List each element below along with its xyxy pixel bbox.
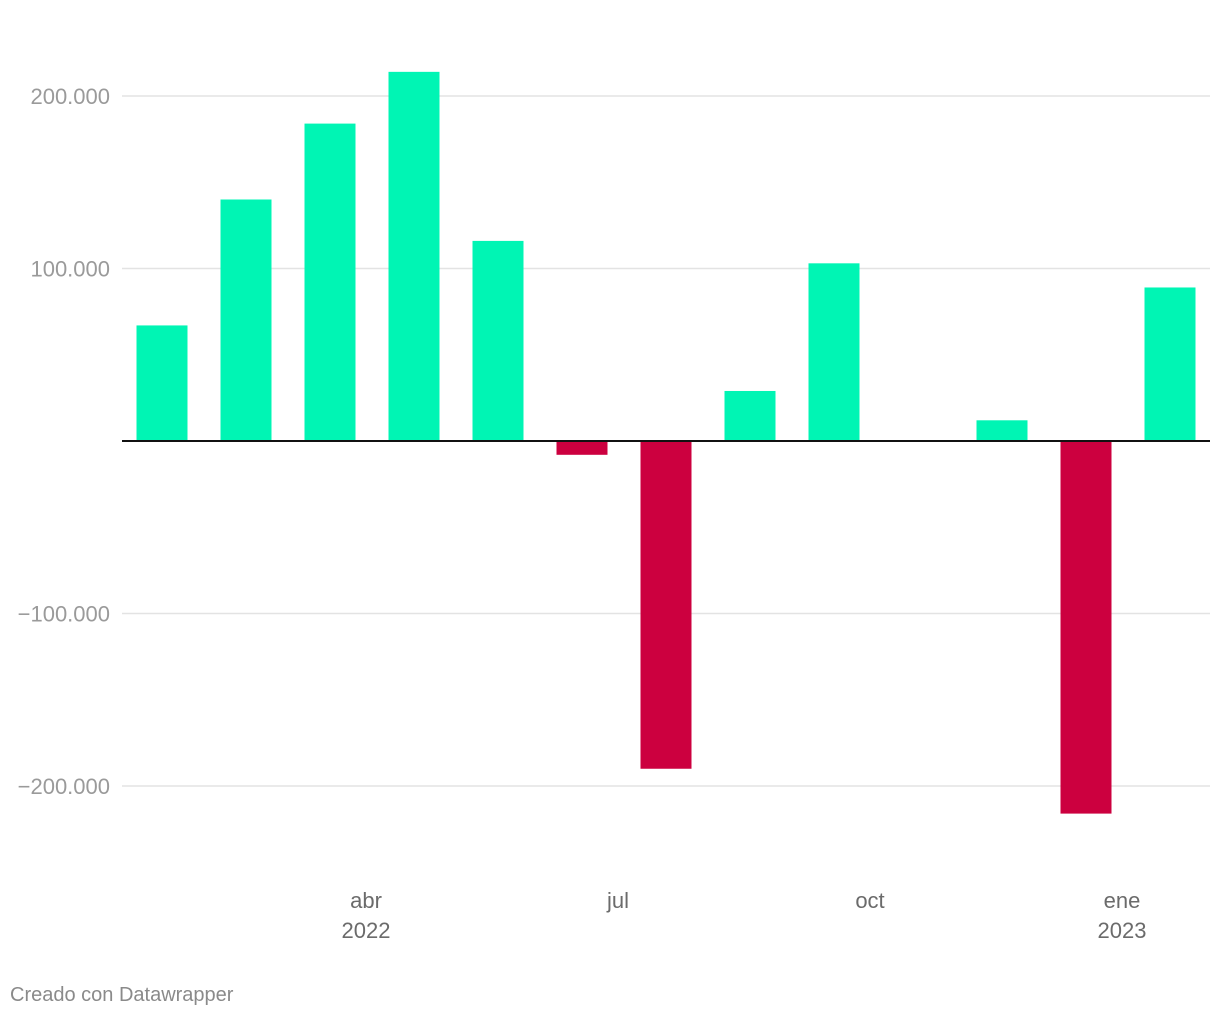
bar xyxy=(976,420,1028,441)
bar xyxy=(640,441,692,769)
bar xyxy=(1144,287,1196,441)
bar xyxy=(556,441,608,455)
bar xyxy=(220,199,272,441)
bar xyxy=(724,390,776,441)
bar xyxy=(1060,441,1112,814)
x-tick-label: abr xyxy=(350,888,382,913)
y-tick-label: −100.000 xyxy=(18,602,110,627)
x-tick-year-label: 2023 xyxy=(1098,918,1147,943)
y-tick-label: 100.000 xyxy=(30,257,110,282)
bar xyxy=(304,123,356,441)
x-tick-year-label: 2022 xyxy=(342,918,391,943)
x-tick-label: jul xyxy=(606,888,629,913)
bar xyxy=(136,325,188,441)
x-axis-tick-labels: abr 2022 jul oct ene 2023 xyxy=(342,888,1147,943)
bar xyxy=(472,240,524,441)
x-tick-label: oct xyxy=(855,888,884,913)
bars xyxy=(136,71,1196,814)
bar xyxy=(808,263,860,441)
bar xyxy=(388,71,440,441)
y-tick-label: −200.000 xyxy=(18,774,110,799)
y-tick-label: 200.000 xyxy=(30,84,110,109)
x-tick-label: ene xyxy=(1104,888,1141,913)
y-axis-tick-labels: 200.000 100.000 −100.000 −200.000 xyxy=(18,84,110,799)
credit-text: Creado con Datawrapper xyxy=(10,984,234,1006)
